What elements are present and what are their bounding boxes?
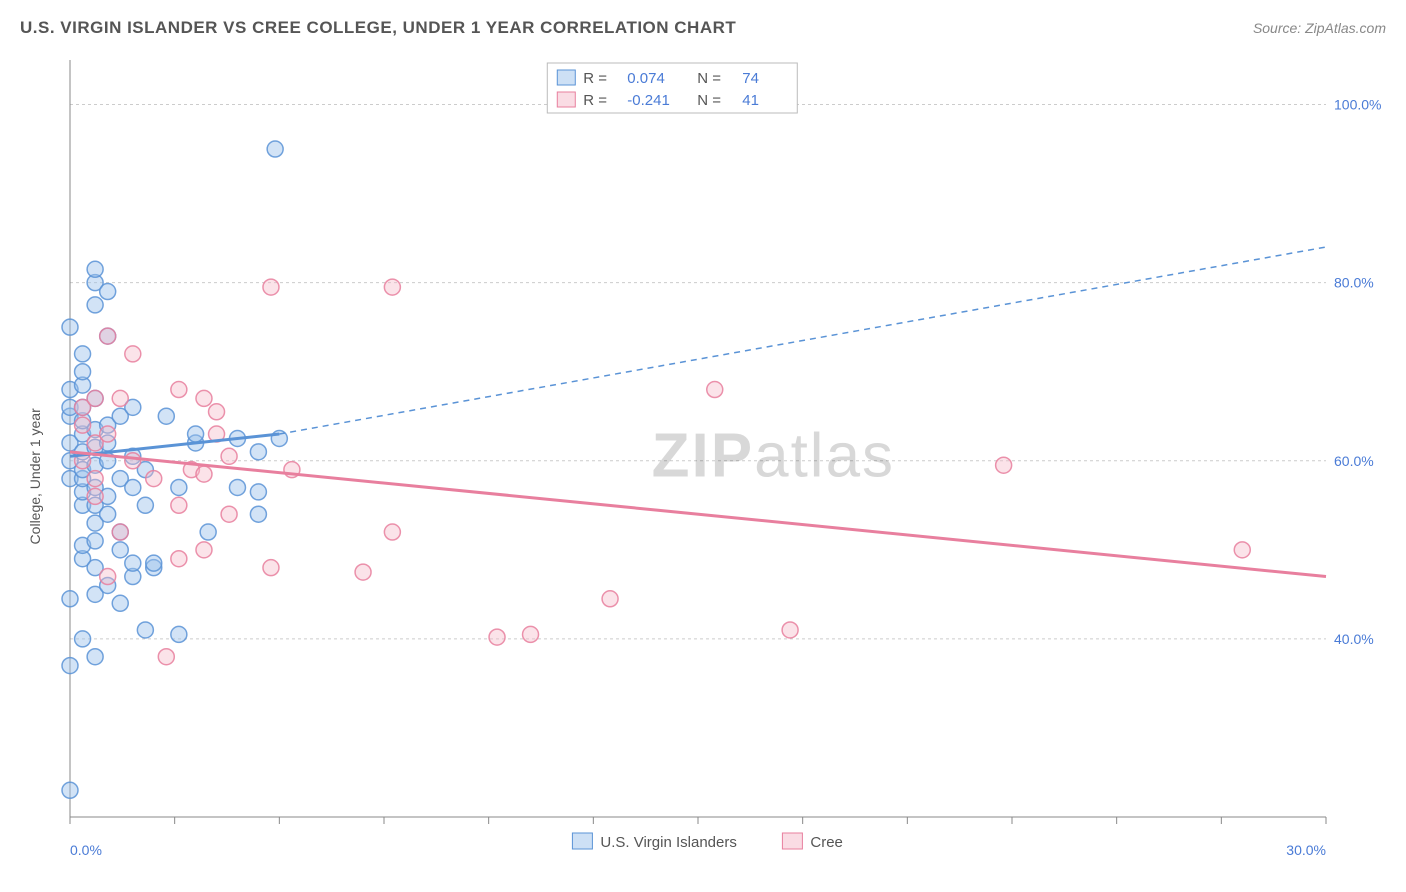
- data-point: [602, 591, 618, 607]
- data-point: [62, 319, 78, 335]
- legend-n-a: 74: [742, 70, 759, 87]
- bottom-swatch-b: [782, 833, 802, 849]
- data-point: [146, 471, 162, 487]
- data-point: [523, 626, 539, 642]
- legend-r-a: 0.074: [627, 70, 665, 87]
- data-point: [100, 328, 116, 344]
- data-point: [489, 629, 505, 645]
- data-point: [137, 497, 153, 513]
- data-point: [267, 141, 283, 157]
- data-point: [75, 417, 91, 433]
- data-point: [100, 506, 116, 522]
- x-tick-label: 30.0%: [1286, 842, 1326, 858]
- y-tick-label: 40.0%: [1334, 631, 1374, 647]
- chart-title: U.S. VIRGIN ISLANDER VS CREE COLLEGE, UN…: [20, 18, 736, 38]
- legend-swatch-a: [557, 70, 575, 85]
- data-point: [125, 346, 141, 362]
- data-point: [87, 297, 103, 313]
- y-tick-label: 80.0%: [1334, 275, 1374, 291]
- data-point: [137, 622, 153, 638]
- correlation-chart: 40.0% 60.0% 80.0% 100.0% 0.0% 30.0% College, U…: [20, 55, 1386, 872]
- legend-n-label: N =: [697, 92, 721, 109]
- data-point: [62, 782, 78, 798]
- data-point: [158, 408, 174, 424]
- data-point: [1234, 542, 1250, 558]
- data-point: [196, 466, 212, 482]
- data-point: [87, 261, 103, 277]
- data-point: [62, 658, 78, 674]
- data-point: [171, 497, 187, 513]
- chart-source: Source: ZipAtlas.com: [1253, 20, 1386, 36]
- data-point: [75, 364, 91, 380]
- chart-container: 40.0% 60.0% 80.0% 100.0% 0.0% 30.0% College, U…: [20, 55, 1386, 872]
- data-point: [87, 471, 103, 487]
- data-point: [384, 279, 400, 295]
- data-point: [62, 591, 78, 607]
- bottom-swatch-a: [572, 833, 592, 849]
- data-point: [782, 622, 798, 638]
- data-point: [263, 279, 279, 295]
- x-tick-label: 0.0%: [70, 842, 102, 858]
- data-point: [100, 426, 116, 442]
- y-axis-label: College, Under 1 year: [27, 408, 43, 545]
- data-point: [75, 346, 91, 362]
- data-point: [146, 555, 162, 571]
- data-point: [125, 453, 141, 469]
- data-point: [209, 404, 225, 420]
- data-point: [112, 542, 128, 558]
- legend-n-label: N =: [697, 70, 721, 87]
- legend-r-label: R =: [583, 70, 607, 87]
- data-point: [87, 533, 103, 549]
- data-point: [355, 564, 371, 580]
- data-point: [996, 457, 1012, 473]
- watermark: ZIPatlas: [652, 421, 895, 490]
- data-point: [171, 626, 187, 642]
- data-point: [250, 484, 266, 500]
- data-point: [112, 524, 128, 540]
- data-point: [87, 488, 103, 504]
- legend-r-label: R =: [583, 92, 607, 109]
- data-point: [87, 390, 103, 406]
- y-tick-label: 100.0%: [1334, 97, 1381, 113]
- data-point: [221, 448, 237, 464]
- data-point: [171, 551, 187, 567]
- data-point: [221, 506, 237, 522]
- data-point: [707, 382, 723, 398]
- data-point: [171, 479, 187, 495]
- data-point: [196, 390, 212, 406]
- data-point: [112, 595, 128, 611]
- legend-r-b: -0.241: [627, 92, 670, 109]
- data-point: [263, 560, 279, 576]
- data-point: [112, 390, 128, 406]
- trendline-a-ext: [279, 247, 1326, 434]
- data-point: [171, 382, 187, 398]
- data-point: [158, 649, 174, 665]
- legend-swatch-b: [557, 92, 575, 107]
- data-point: [100, 284, 116, 300]
- data-point: [100, 569, 116, 585]
- data-point: [196, 542, 212, 558]
- bottom-label-b: Cree: [810, 834, 843, 851]
- data-point: [87, 649, 103, 665]
- data-point: [75, 631, 91, 647]
- legend-n-b: 41: [742, 92, 759, 109]
- data-point: [125, 479, 141, 495]
- data-point: [250, 506, 266, 522]
- data-point: [229, 479, 245, 495]
- data-point: [188, 426, 204, 442]
- data-point: [125, 555, 141, 571]
- data-point: [250, 444, 266, 460]
- y-tick-label: 60.0%: [1334, 453, 1374, 469]
- data-point: [384, 524, 400, 540]
- data-point: [200, 524, 216, 540]
- bottom-label-a: U.S. Virgin Islanders: [600, 834, 736, 851]
